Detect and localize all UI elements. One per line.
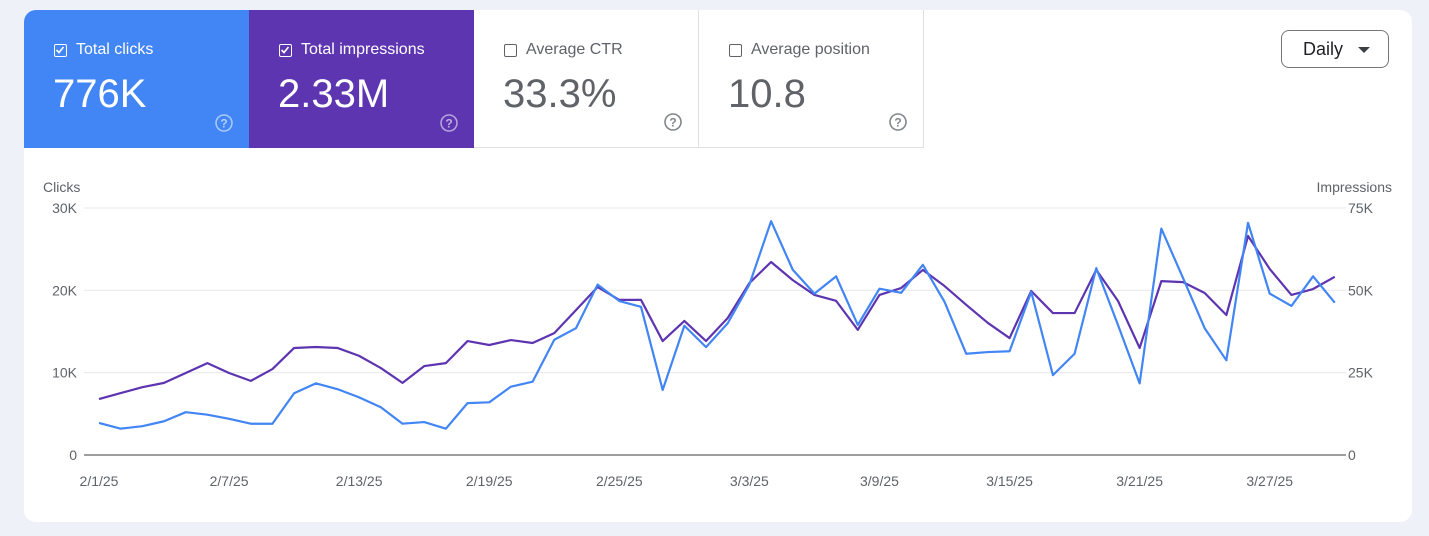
- y-tick-right: 25K: [1348, 365, 1374, 381]
- help-circle-icon[interactable]: ?: [215, 114, 233, 132]
- svg-text:?: ?: [669, 116, 676, 130]
- y-tick-left: 10K: [52, 365, 78, 381]
- x-tick-label: 3/15/25: [986, 473, 1033, 489]
- metric-tile-average-position[interactable]: Average position 10.8 ?: [699, 10, 924, 148]
- help-circle-icon[interactable]: ?: [440, 114, 458, 132]
- x-tick-label: 2/19/25: [466, 473, 513, 489]
- checkbox-icon[interactable]: [279, 43, 292, 57]
- metric-label: Total clicks: [76, 41, 154, 58]
- metric-label: Total impressions: [301, 41, 425, 58]
- checkbox-icon[interactable]: [54, 43, 67, 57]
- y-tick-right: 0: [1348, 447, 1356, 463]
- metric-value: 776K: [53, 72, 147, 116]
- x-tick-label: 3/3/25: [730, 473, 769, 489]
- metric-tile-total-impressions[interactable]: Total impressions 2.33M ?: [249, 10, 474, 148]
- y-tick-right: 50K: [1348, 282, 1374, 298]
- metric-value: 2.33M: [278, 72, 390, 116]
- granularity-value: Daily: [1303, 38, 1344, 59]
- help-circle-icon[interactable]: ?: [889, 113, 907, 131]
- checkbox-icon[interactable]: [504, 43, 517, 57]
- metric-tile-average-ctr[interactable]: Average CTR 33.3% ?: [474, 10, 699, 148]
- x-tick-label: 2/25/25: [596, 473, 643, 489]
- x-tick-label: 3/9/25: [860, 473, 899, 489]
- x-tick-label: 2/1/25: [80, 473, 119, 489]
- series-line-impressions: [98, 234, 1336, 401]
- y-tick-right: 75K: [1348, 200, 1374, 216]
- x-tick-label: 3/21/25: [1116, 473, 1163, 489]
- x-tick-label: 3/27/25: [1246, 473, 1293, 489]
- metric-tile-total-clicks[interactable]: Total clicks 776K ?: [24, 10, 249, 148]
- right-axis-title: Impressions: [1316, 179, 1392, 195]
- performance-card: Total clicks 776K ? Total impressions 2.…: [24, 10, 1412, 522]
- granularity-dropdown[interactable]: Daily: [1281, 30, 1389, 68]
- metric-label: Average CTR: [526, 41, 623, 58]
- metric-value: 10.8: [728, 72, 806, 116]
- svg-text:?: ?: [220, 117, 227, 131]
- x-tick-label: 2/7/25: [210, 473, 249, 489]
- series-line-clicks: [98, 220, 1336, 430]
- left-axis-title: Clicks: [43, 179, 81, 195]
- metric-value: 33.3%: [503, 72, 617, 116]
- y-tick-left: 30K: [52, 200, 78, 216]
- x-tick-label: 2/13/25: [336, 473, 383, 489]
- metric-tiles: Total clicks 776K ? Total impressions 2.…: [24, 10, 924, 148]
- checkbox-icon[interactable]: [729, 43, 742, 57]
- svg-text:?: ?: [894, 116, 901, 130]
- metric-label: Average position: [751, 41, 870, 58]
- performance-chart[interactable]: 0 0 10K 25K 20K 50K 30K 75K 2/1/25 2/7/25 2/13/25 2…: [24, 10, 1412, 522]
- caret-down-icon: [1358, 47, 1370, 53]
- svg-text:?: ?: [445, 117, 452, 131]
- y-tick-left: 20K: [52, 282, 78, 298]
- y-tick-left: 0: [69, 447, 77, 463]
- help-circle-icon[interactable]: ?: [664, 113, 682, 131]
